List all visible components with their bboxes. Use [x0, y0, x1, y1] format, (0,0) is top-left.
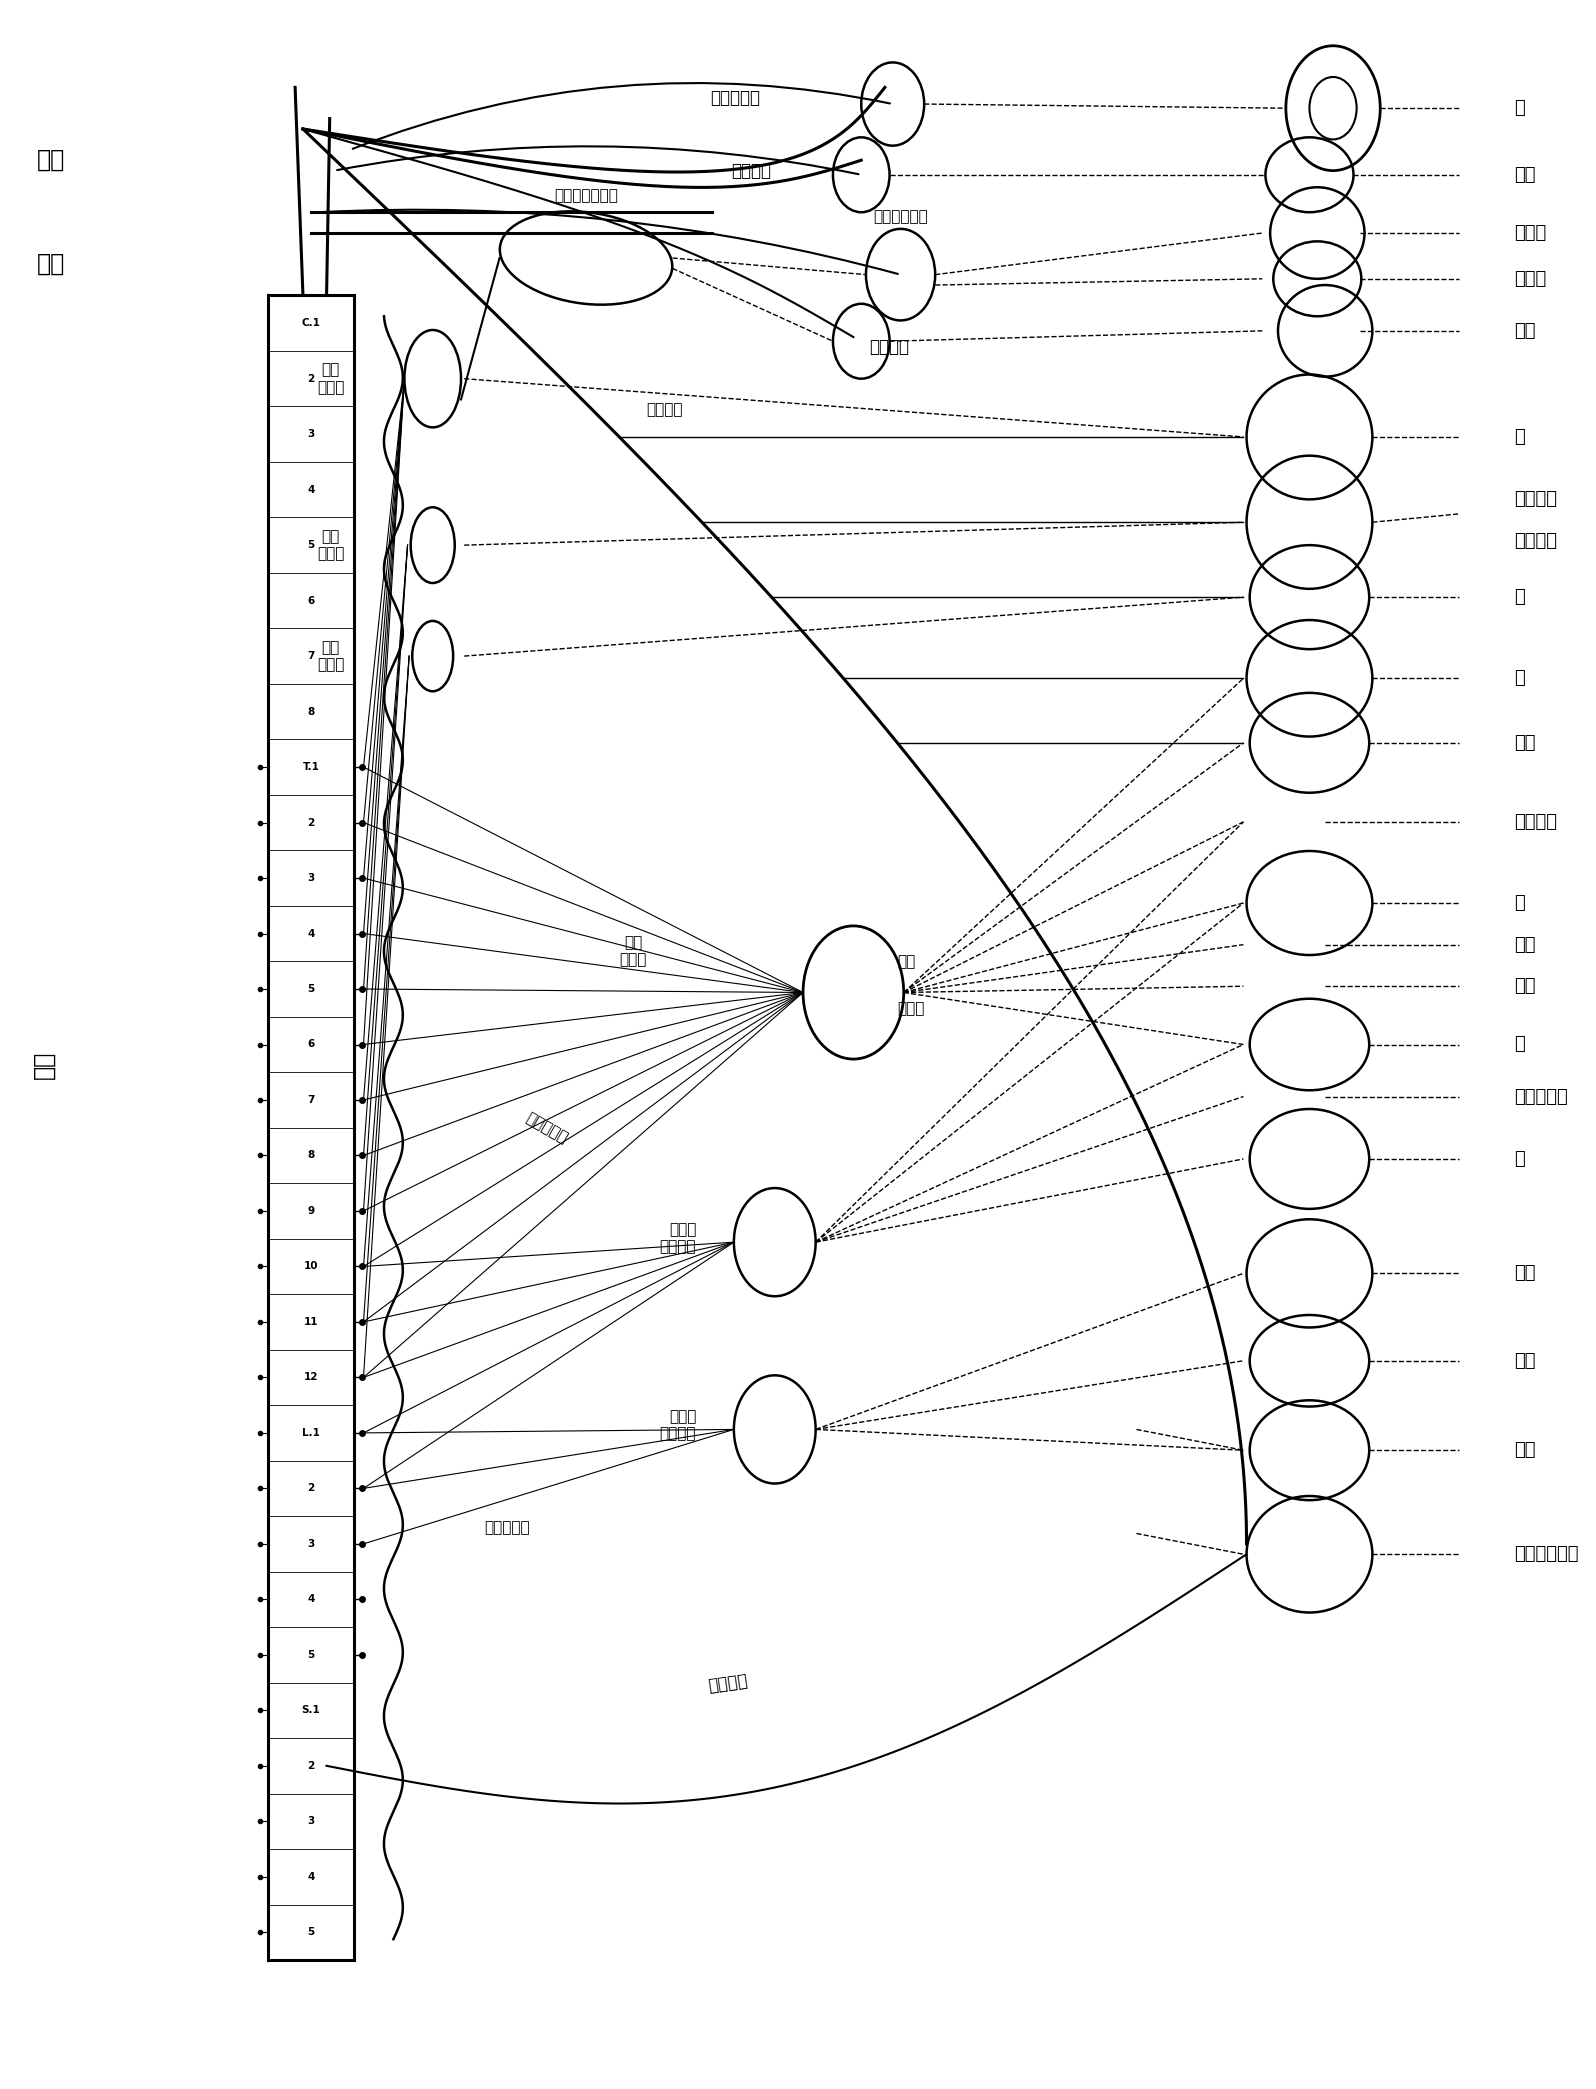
Text: C.1: C.1 [302, 318, 321, 328]
Text: 腹部血管: 腹部血管 [1515, 813, 1558, 831]
Text: 2: 2 [306, 817, 314, 827]
Text: 6: 6 [306, 595, 314, 606]
Text: 鼻神经节: 鼻神经节 [731, 161, 771, 180]
Text: 睫状神经节: 睫状神经节 [710, 90, 760, 107]
Text: 结肠: 结肠 [1515, 1264, 1535, 1283]
Text: 耳神经节: 耳神经节 [870, 338, 910, 357]
Text: 胃: 胃 [1515, 668, 1524, 687]
Text: 11: 11 [303, 1316, 318, 1327]
Text: 4: 4 [306, 1594, 314, 1604]
Text: 肝: 肝 [1515, 894, 1524, 913]
Text: 直肠: 直肠 [1515, 1352, 1535, 1370]
Text: 舌下腺: 舌下腺 [1515, 269, 1547, 288]
Text: 3: 3 [306, 1540, 314, 1548]
Text: 2: 2 [306, 1483, 314, 1494]
Text: 8: 8 [306, 1151, 314, 1161]
Text: 肺: 肺 [1515, 589, 1524, 606]
Text: 4: 4 [306, 1872, 314, 1882]
Text: 7: 7 [306, 1095, 314, 1105]
Text: 4: 4 [306, 928, 314, 938]
Text: 泪腺: 泪腺 [1515, 165, 1535, 184]
Text: 颌下腺: 颌下腺 [1515, 224, 1547, 242]
Text: 眼: 眼 [1515, 98, 1524, 117]
Text: 10: 10 [303, 1262, 318, 1272]
Text: 颈中
神经节: 颈中 神经节 [316, 529, 345, 562]
Text: 性器官和前阴: 性器官和前阴 [1515, 1546, 1578, 1563]
Text: 肠系膜
下神经节: 肠系膜 下神经节 [659, 1410, 696, 1441]
Text: 3: 3 [306, 873, 314, 884]
Text: 7: 7 [306, 652, 314, 660]
Text: 颈上
神经节: 颈上 神经节 [316, 363, 345, 395]
Text: 腮腺: 腮腺 [1515, 322, 1535, 341]
Text: 8: 8 [306, 706, 314, 717]
Text: 和支气管: 和支气管 [1515, 533, 1558, 549]
Text: 脊髓: 脊髓 [32, 1051, 56, 1080]
Text: T.1: T.1 [302, 762, 319, 773]
Text: 4: 4 [306, 485, 314, 495]
Text: 6: 6 [306, 1040, 314, 1049]
Text: 胰: 胰 [1515, 1036, 1524, 1053]
Text: 喉、气管: 喉、气管 [1515, 491, 1558, 508]
Text: 2: 2 [306, 374, 314, 384]
Text: 膀胱: 膀胱 [1515, 1441, 1535, 1460]
Text: S.1: S.1 [302, 1705, 321, 1715]
Text: 5: 5 [306, 1650, 314, 1661]
Text: 腹腔: 腹腔 [897, 955, 916, 969]
Text: 骨盆神经: 骨盆神经 [707, 1671, 749, 1694]
Text: 心: 心 [1515, 428, 1524, 445]
Text: 5: 5 [306, 1928, 314, 1937]
Text: 5: 5 [306, 541, 314, 549]
Text: 5: 5 [306, 984, 314, 994]
Text: 神经节: 神经节 [897, 1001, 924, 1017]
Text: 颈动脉和神经丛: 颈动脉和神经丛 [554, 188, 618, 203]
Text: 肾: 肾 [1515, 1149, 1524, 1168]
Text: 胆囊: 胆囊 [1515, 936, 1535, 953]
Text: L.1: L.1 [302, 1429, 319, 1437]
Text: 下颌下神经节: 下颌下神经节 [873, 209, 927, 224]
Text: 肾上腺髓质: 肾上腺髓质 [1515, 1088, 1567, 1105]
Text: 迷走神经: 迷走神经 [646, 403, 683, 418]
Text: 胆管: 胆管 [1515, 978, 1535, 994]
Text: 中脑: 中脑 [37, 148, 65, 171]
Text: 9: 9 [308, 1205, 314, 1216]
Text: 12: 12 [303, 1372, 318, 1383]
Text: 内脏
大神经: 内脏 大神经 [619, 934, 646, 967]
Text: 3: 3 [306, 428, 314, 439]
Text: 内脏小神经: 内脏小神经 [523, 1109, 570, 1145]
Text: 2: 2 [306, 1761, 314, 1771]
Text: 小肠: 小肠 [1515, 733, 1535, 752]
Text: 3: 3 [306, 1815, 314, 1826]
Text: 颈下
神经节: 颈下 神经节 [316, 639, 345, 673]
Text: 骨髓: 骨髓 [37, 253, 65, 276]
Text: 肠系膜
上神经节: 肠系膜 上神经节 [659, 1222, 696, 1253]
Text: 交感神经链: 交感神经链 [485, 1519, 530, 1535]
